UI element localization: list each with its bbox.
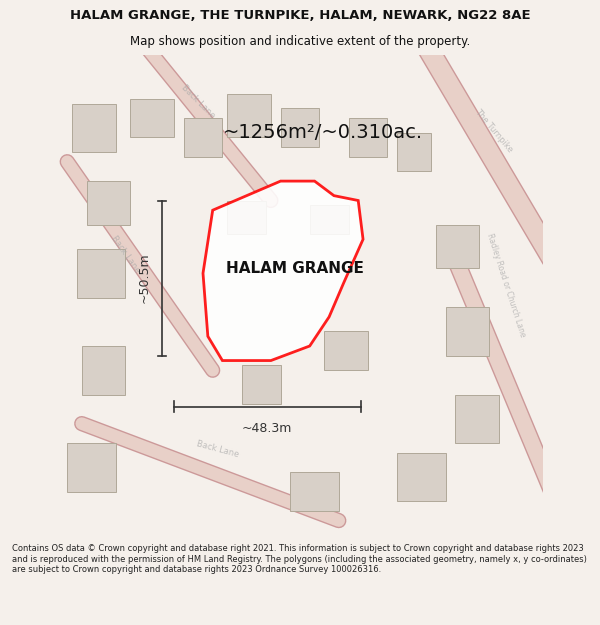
Text: The Turnpike: The Turnpike bbox=[473, 107, 515, 154]
Text: ~50.5m: ~50.5m bbox=[138, 253, 151, 303]
Polygon shape bbox=[227, 94, 271, 138]
Text: Map shows position and indicative extent of the property.: Map shows position and indicative extent… bbox=[130, 35, 470, 48]
Polygon shape bbox=[227, 201, 266, 234]
Polygon shape bbox=[310, 206, 349, 234]
Polygon shape bbox=[203, 181, 363, 361]
Text: Back Lane: Back Lane bbox=[179, 83, 217, 120]
Polygon shape bbox=[290, 472, 339, 511]
Polygon shape bbox=[184, 118, 223, 157]
Text: ~1256m²/~0.310ac.: ~1256m²/~0.310ac. bbox=[223, 123, 422, 142]
Polygon shape bbox=[436, 225, 479, 268]
Text: Radley Road or Church Lane: Radley Road or Church Lane bbox=[485, 232, 527, 338]
Polygon shape bbox=[397, 132, 431, 171]
Polygon shape bbox=[455, 394, 499, 443]
Text: Back Lane: Back Lane bbox=[196, 439, 240, 459]
Polygon shape bbox=[82, 346, 125, 394]
Text: Contains OS data © Crown copyright and database right 2021. This information is : Contains OS data © Crown copyright and d… bbox=[12, 544, 587, 574]
Polygon shape bbox=[67, 443, 116, 491]
Polygon shape bbox=[130, 99, 174, 138]
Polygon shape bbox=[72, 104, 116, 152]
Polygon shape bbox=[446, 308, 489, 356]
Polygon shape bbox=[86, 181, 130, 225]
Text: Back Lane: Back Lane bbox=[109, 234, 142, 275]
Polygon shape bbox=[77, 249, 125, 298]
Polygon shape bbox=[281, 108, 319, 147]
Polygon shape bbox=[349, 118, 388, 157]
Text: HALAM GRANGE: HALAM GRANGE bbox=[226, 261, 364, 276]
Polygon shape bbox=[324, 331, 368, 370]
Polygon shape bbox=[242, 366, 281, 404]
Polygon shape bbox=[397, 452, 446, 501]
Text: HALAM GRANGE, THE TURNPIKE, HALAM, NEWARK, NG22 8AE: HALAM GRANGE, THE TURNPIKE, HALAM, NEWAR… bbox=[70, 9, 530, 22]
Text: ~48.3m: ~48.3m bbox=[242, 422, 292, 435]
